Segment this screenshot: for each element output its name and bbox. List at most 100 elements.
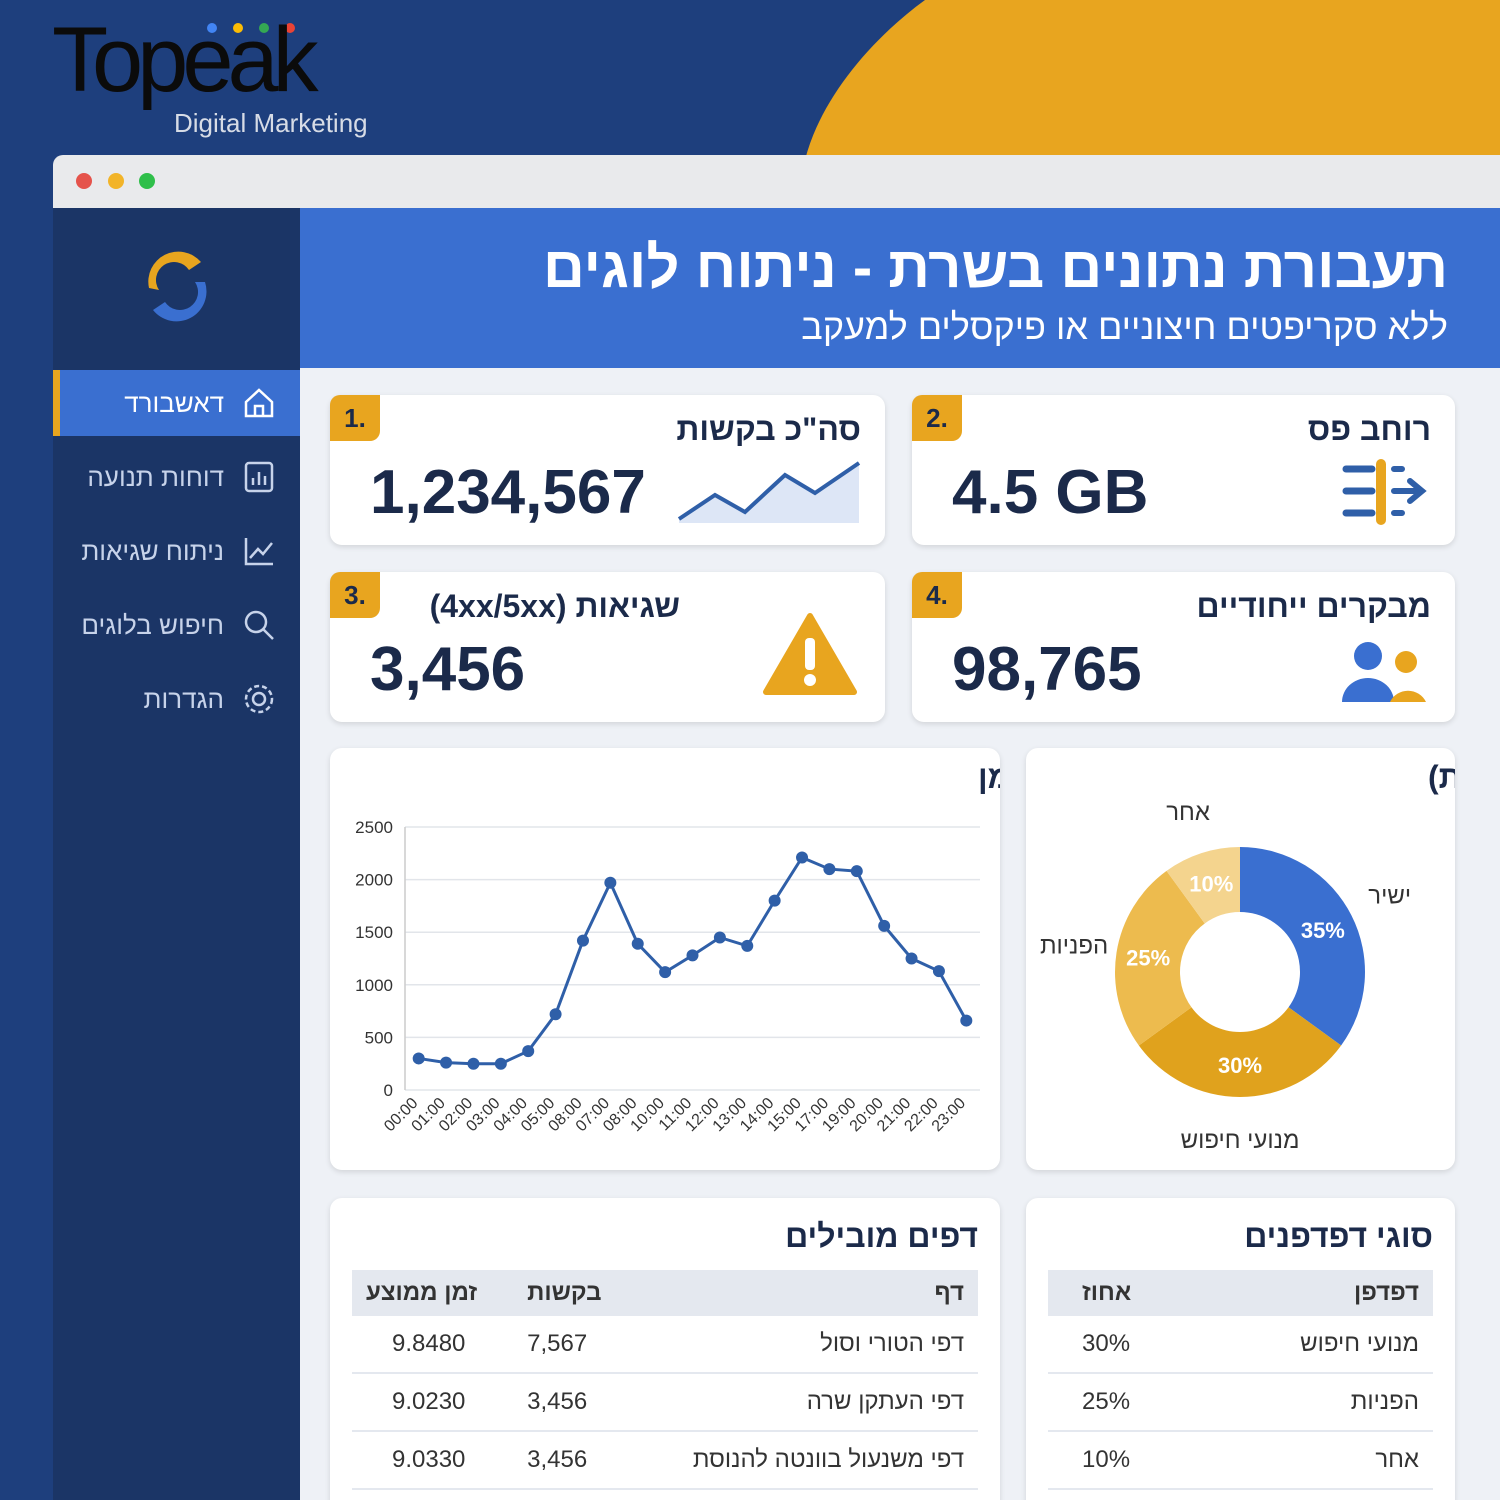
data-point <box>467 1057 480 1070</box>
data-point <box>932 965 945 978</box>
kpi-number: 2. <box>912 395 962 441</box>
line-chart-card: תעבורה לאורך זמן 0500100015002000250000:… <box>330 748 1000 1170</box>
data-point <box>659 966 672 979</box>
cell: דפי משנעול בוונטה להנוסת <box>631 1431 978 1490</box>
pie-chart-card: מקורות תנועה (לוג שרת) 35% ישיר 30% מנועי ח… <box>1026 748 1455 1170</box>
cell: מנועי חיפוש <box>1201 1316 1433 1374</box>
table-card: סוגי דפדפנים דפדפן אחוז מנועי חיפוש 30% הפ… <box>1026 1198 1455 1500</box>
nav-label: דאשבורד <box>124 388 224 418</box>
table: דף בקשות זמן ממוצע דפי הטורי וסול 7,567 9.84… <box>352 1270 978 1490</box>
nav-item[interactable]: ניתוח שגיאות <box>53 518 300 584</box>
data-point <box>796 851 809 864</box>
kpi-number: 4. <box>912 572 962 618</box>
data-point <box>549 1008 562 1021</box>
background-swoosh <box>805 0 1500 160</box>
sidebar: דאשבורד דוחות תנועה ניתוח שגיאות חיפוש ב… <box>53 208 300 1500</box>
data-point <box>850 865 863 878</box>
y-tick-label: 2000 <box>355 871 393 890</box>
nav-icon <box>244 610 274 640</box>
kpi-number: 1. <box>330 395 380 441</box>
line-chart: תעבורה לאורך זמן 0500100015002000250000:… <box>355 759 1000 1135</box>
nav-icon <box>244 684 274 714</box>
nav-item[interactable]: חיפוש בלוגים <box>53 592 300 658</box>
cell: אחר <box>1201 1431 1433 1490</box>
window-controls <box>76 173 155 189</box>
slice-value-label: 25% <box>1126 945 1170 970</box>
kpi-number: 3. <box>330 572 380 618</box>
table-title: סוגי דפדפנים <box>1244 1218 1433 1254</box>
data-point <box>412 1052 425 1065</box>
table: דפדפן אחוז מנועי חיפוש 30% הפניות 25% אחר 10… <box>1048 1270 1433 1490</box>
nav-item[interactable]: דאשבורד <box>53 370 300 436</box>
y-tick-label: 2500 <box>355 818 393 837</box>
kpi-label: רוחב פס <box>1307 411 1431 447</box>
data-point <box>768 894 781 907</box>
column-header: אחוז <box>1048 1270 1202 1316</box>
logo-tagline: Digital Marketing <box>174 108 368 138</box>
data-point <box>905 952 918 965</box>
page-title: תעבורת נתונים בשרת - ניתוח לוגים <box>542 235 1448 300</box>
pie-slice <box>1240 847 1365 1046</box>
kpi-value: 1,234,567 <box>370 458 646 527</box>
data-point <box>440 1056 453 1069</box>
table-card: דפים מובילים דף בקשות זמן ממוצע דפי הטורי … <box>330 1198 1000 1500</box>
data-point <box>604 876 617 889</box>
bandwidth-icon <box>1342 459 1427 525</box>
chart-title: מקורות תנועה (לוג שרת) <box>1428 759 1455 795</box>
kpi-value: 3,456 <box>370 635 526 704</box>
nav-item[interactable]: דוחות תנועה <box>53 444 300 510</box>
nav-icon <box>244 538 273 566</box>
data-point <box>960 1014 973 1027</box>
kpi-label: מבקרים ייחודיים <box>1196 588 1431 624</box>
pie-chart: מקורות תנועה (לוג שרת) 35% ישיר 30% מנועי ח… <box>1040 759 1455 1154</box>
kpi-value: 4.5 GB <box>952 458 1149 527</box>
sparkline-icon <box>677 461 861 523</box>
table-title: דפים מובילים <box>785 1218 978 1254</box>
data-point <box>522 1045 535 1058</box>
kpi-card: 4. מבקרים ייחודיים 98,765 <box>912 572 1455 722</box>
data-point <box>494 1057 507 1070</box>
column-header: דפדפן <box>1201 1270 1433 1316</box>
warning-icon <box>763 613 857 695</box>
nav-item[interactable]: הגדרות <box>53 666 300 732</box>
cell: 9.0230 <box>352 1373 514 1432</box>
window-titlebar <box>53 155 1500 208</box>
data-point <box>713 931 726 944</box>
cell: 25% <box>1048 1373 1202 1432</box>
data-point <box>686 949 699 962</box>
y-tick-label: 1000 <box>355 976 393 995</box>
kpi-card: 3. שגיאות (4xx/5xx) 3,456 <box>330 572 885 722</box>
logo: Topeak Digital Marketing <box>52 10 412 150</box>
slice-value-label: 30% <box>1218 1053 1262 1078</box>
slice-category-label: ישיר <box>1368 883 1411 910</box>
data-point <box>576 934 589 947</box>
kpi-card: 2. רוחב פס 4.5 GB <box>912 395 1455 545</box>
pie-slice <box>1138 1007 1342 1097</box>
cell: הפניות <box>1201 1373 1433 1432</box>
cell: 7,567 <box>513 1316 632 1374</box>
logo-name: Topeak <box>52 9 319 111</box>
cell: 30% <box>1048 1316 1202 1374</box>
data-point <box>631 937 644 950</box>
column-header: דף <box>631 1270 978 1316</box>
header: תעבורת נתונים בשרת - ניתוח לוגים ללא סקר… <box>300 208 1500 368</box>
slice-category-label: מנועי חיפוש <box>1181 1127 1300 1154</box>
nav-label: דוחות תנועה <box>87 462 224 492</box>
kpi-label: סה"כ בקשות <box>676 411 861 447</box>
slice-category-label: אחר <box>1166 799 1210 826</box>
y-tick-label: 0 <box>384 1081 393 1100</box>
slice-value-label: 35% <box>1301 918 1345 943</box>
logo-dots <box>207 23 295 33</box>
pie-slice <box>1115 870 1205 1046</box>
data-point <box>823 863 836 876</box>
column-header: בקשות <box>513 1270 632 1316</box>
cell: 3,456 <box>513 1373 632 1432</box>
nav-label: חיפוש בלוגים <box>81 610 224 640</box>
nav-label: ניתוח שגיאות <box>81 536 224 566</box>
kpi-label: שגיאות (4xx/5xx) <box>429 588 680 624</box>
chart-title: תעבורה לאורך זמן <box>978 759 1000 795</box>
column-header: זמן ממוצע <box>352 1270 514 1316</box>
slice-value-label: 10% <box>1189 872 1233 897</box>
cell: דפי הטורי וסול <box>631 1316 978 1374</box>
